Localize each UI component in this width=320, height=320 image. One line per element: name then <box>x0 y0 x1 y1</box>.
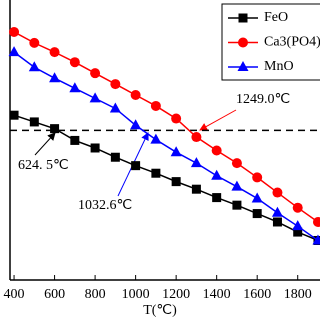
marker <box>49 72 61 83</box>
marker <box>271 206 283 217</box>
marker <box>130 90 141 101</box>
arrow <box>34 132 56 156</box>
marker <box>9 110 19 120</box>
marker <box>237 61 249 71</box>
marker <box>312 234 320 245</box>
marker <box>28 61 40 72</box>
annotation: 624. 5℃ <box>18 158 69 173</box>
marker <box>29 117 39 127</box>
series-line <box>13 31 319 223</box>
marker <box>252 209 262 219</box>
x-tick-label: 1000 <box>122 287 150 302</box>
marker <box>69 57 80 68</box>
marker <box>150 133 162 144</box>
marker <box>49 47 60 58</box>
marker <box>29 37 40 48</box>
marker <box>212 193 222 203</box>
marker <box>50 124 60 134</box>
series-line <box>13 114 319 242</box>
x-tick-label: 1800 <box>284 287 312 302</box>
marker <box>109 102 121 113</box>
marker <box>251 192 263 203</box>
marker <box>312 216 320 227</box>
marker <box>9 26 20 37</box>
legend-label: FeO <box>264 10 288 25</box>
marker <box>110 79 121 90</box>
marker <box>110 152 120 162</box>
annotation: 1249.0℃ <box>236 92 290 107</box>
marker <box>131 161 141 171</box>
marker <box>171 177 181 187</box>
marker <box>69 82 81 93</box>
legend-label: Ca3(PO4)2 <box>264 35 320 50</box>
marker <box>292 220 304 231</box>
marker <box>292 202 303 213</box>
marker <box>272 187 283 198</box>
x-tick-label: 1400 <box>203 287 231 302</box>
marker <box>211 145 222 156</box>
x-axis-label: T(℃) <box>143 303 177 318</box>
marker <box>211 169 223 180</box>
marker <box>191 184 201 194</box>
marker <box>171 113 182 124</box>
annotation: 1032.6℃ <box>78 198 132 213</box>
x-tick-label: 1600 <box>243 287 271 302</box>
marker <box>90 143 100 153</box>
marker <box>231 158 242 169</box>
marker <box>90 68 101 79</box>
marker <box>231 180 243 191</box>
series-line <box>13 51 319 242</box>
marker <box>170 146 182 157</box>
x-tick-label: 800 <box>85 287 106 302</box>
marker <box>190 157 202 168</box>
x-tick-label: 1200 <box>162 287 190 302</box>
marker <box>70 135 80 145</box>
x-tick-label: 600 <box>44 287 65 302</box>
marker <box>238 37 248 48</box>
marker <box>232 200 242 210</box>
x-tick-label: 400 <box>4 287 25 302</box>
marker <box>293 227 303 237</box>
marker <box>130 119 142 130</box>
marker <box>252 172 263 183</box>
marker <box>8 46 20 57</box>
marker <box>150 100 161 111</box>
arrow <box>199 109 237 131</box>
marker <box>238 13 248 23</box>
marker <box>89 92 101 103</box>
marker <box>191 132 202 143</box>
marker <box>151 168 161 178</box>
legend-label: MnO <box>264 59 294 74</box>
marker <box>272 217 282 227</box>
